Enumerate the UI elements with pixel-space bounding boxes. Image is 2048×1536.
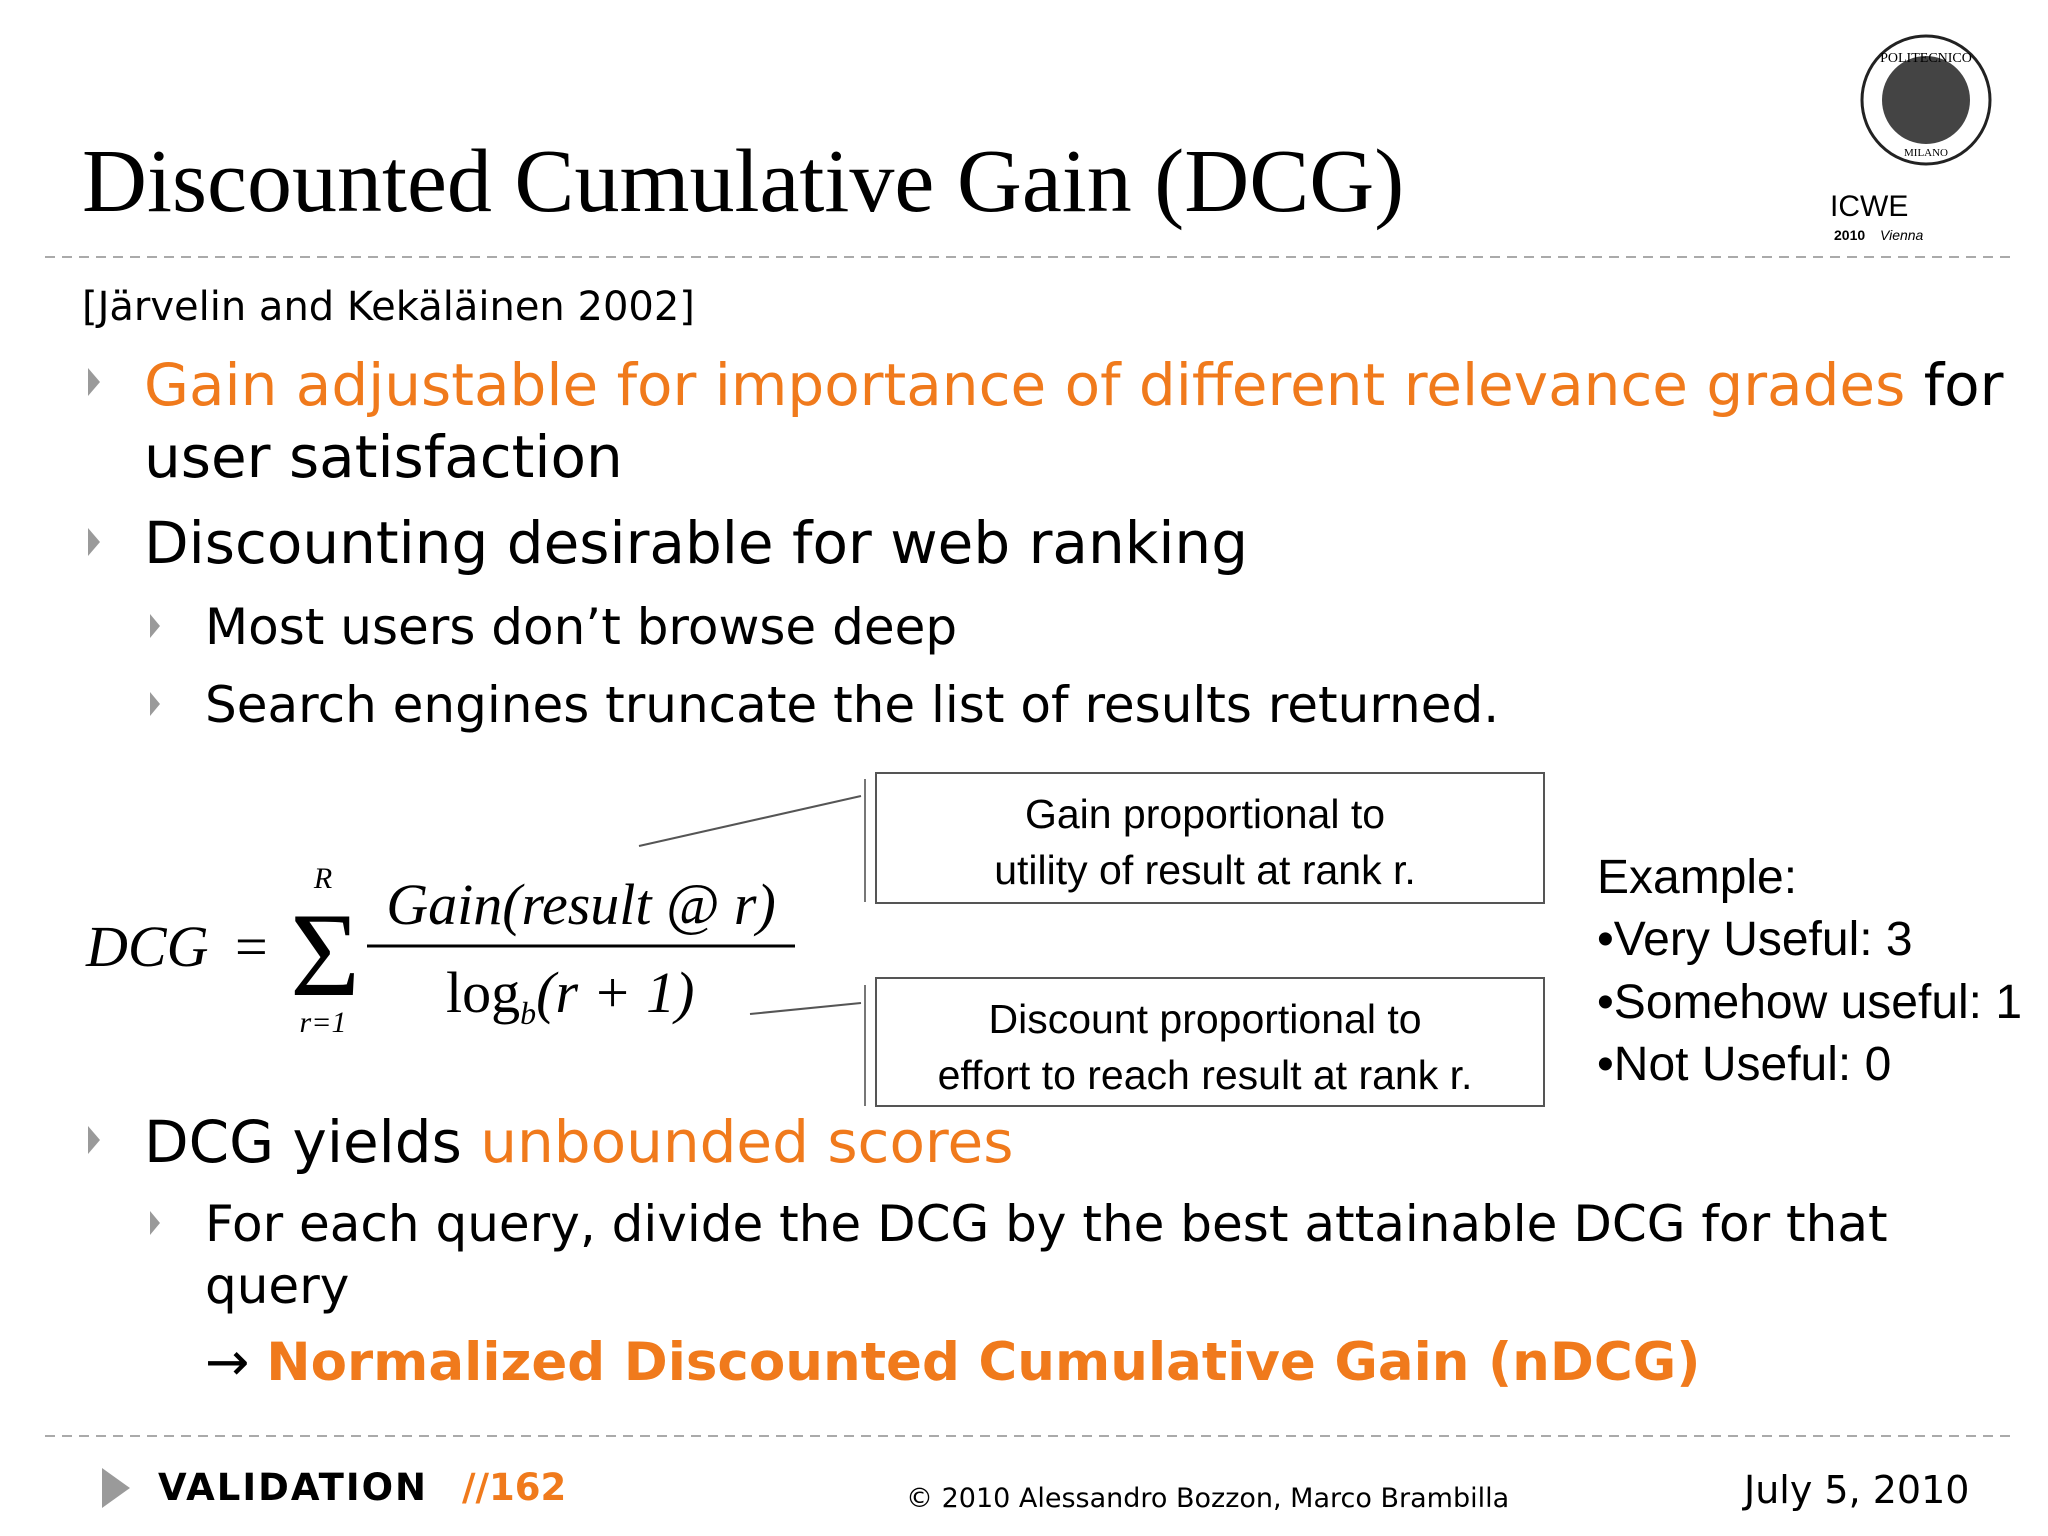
formula-sigma: Σ — [290, 888, 360, 1021]
formula-denominator: logb(r + 1) — [446, 960, 694, 1031]
bullet: DCG yields unbounded scores — [144, 1108, 1013, 1176]
example-item: •Not Useful: 0 — [1597, 1038, 1891, 1091]
highlight: unbounded scores — [480, 1108, 1013, 1176]
logo: POLITECNICO MILANO ICWE 2010 Vienna — [1830, 34, 1992, 243]
highlight: Gain adjustable for importance of differ… — [144, 351, 1905, 419]
sub-bullet-marker — [150, 692, 160, 716]
logo-place: Vienna — [1880, 227, 1924, 243]
connector — [749, 1002, 862, 1015]
sub-bullet-marker — [150, 1211, 160, 1235]
formula-numerator: Gain(result @ r) — [386, 872, 776, 937]
bullet: Discounting desirable for web ranking — [144, 509, 1248, 577]
footer-date: July 5, 2010 — [1742, 1468, 1969, 1512]
footer-section: VALIDATION — [158, 1466, 428, 1509]
logo-conference: ICWE — [1830, 190, 1908, 223]
sub-bullet: For each query, divide the DCG by the be… — [205, 1195, 1888, 1253]
formula: DCG = Σ R r=1 Gain(result @ r) logb(r + … — [85, 862, 795, 1039]
logo-name: POLITECNICO — [1880, 51, 1972, 66]
callout-text: Discount proportional to — [988, 996, 1421, 1042]
formula-arg: (r + 1) — [536, 960, 694, 1025]
bullet-marker — [88, 368, 100, 396]
formula-lhs: DCG — [85, 914, 208, 979]
sub-bullet: Most users don’t browse deep — [205, 598, 957, 656]
callout-text: effort to reach result at rank r. — [938, 1052, 1473, 1098]
citation: [Järvelin and Kekäläinen 2002] — [82, 284, 695, 330]
title: Discounted Cumulative Gain (DCG) — [82, 132, 1404, 231]
callout-box — [875, 772, 1545, 904]
footer-marker — [102, 1468, 130, 1508]
logo-year: 2010 — [1834, 227, 1865, 243]
result-text: Normalized Discounted Cumulative Gain (n… — [266, 1332, 1700, 1393]
text: DCG yields — [144, 1108, 462, 1176]
example-item: •Very Useful: 3 — [1597, 913, 1913, 966]
footer-page: //162 — [462, 1466, 566, 1509]
footer-copyright: © 2010 Alessandro Bozzon, Marco Brambill… — [906, 1483, 1509, 1514]
formula-base: b — [520, 995, 536, 1031]
bullet-continuation: user satisfaction — [144, 423, 623, 491]
logo-emblem — [1882, 56, 1970, 144]
bullet-marker — [88, 1126, 100, 1154]
example-item: •Somehow useful: 1 — [1597, 976, 2022, 1029]
text: for — [1924, 351, 2004, 419]
bullet: Gain adjustable for importance of differ… — [144, 351, 2004, 419]
sub-bullet-continuation: query — [205, 1257, 349, 1315]
arrow: → — [205, 1332, 249, 1393]
example-title: Example: — [1597, 851, 1797, 904]
sub-bullet: Search engines truncate the list of resu… — [205, 676, 1499, 734]
bullet-marker — [88, 528, 100, 556]
result: → Normalized Discounted Cumulative Gain … — [205, 1332, 1701, 1393]
logo-city: MILANO — [1904, 147, 1948, 159]
connector — [638, 795, 862, 847]
formula-lower: r=1 — [300, 1006, 347, 1039]
formula-log: log — [446, 960, 520, 1025]
formula-upper: R — [313, 862, 332, 895]
callout-text: utility of result at rank r. — [994, 847, 1416, 893]
callout-box — [875, 977, 1545, 1107]
formula-eq: = — [235, 914, 268, 979]
sub-bullet-marker — [150, 614, 160, 638]
callout-text: Gain proportional to — [1025, 791, 1385, 837]
logo-circle — [1860, 34, 1992, 166]
